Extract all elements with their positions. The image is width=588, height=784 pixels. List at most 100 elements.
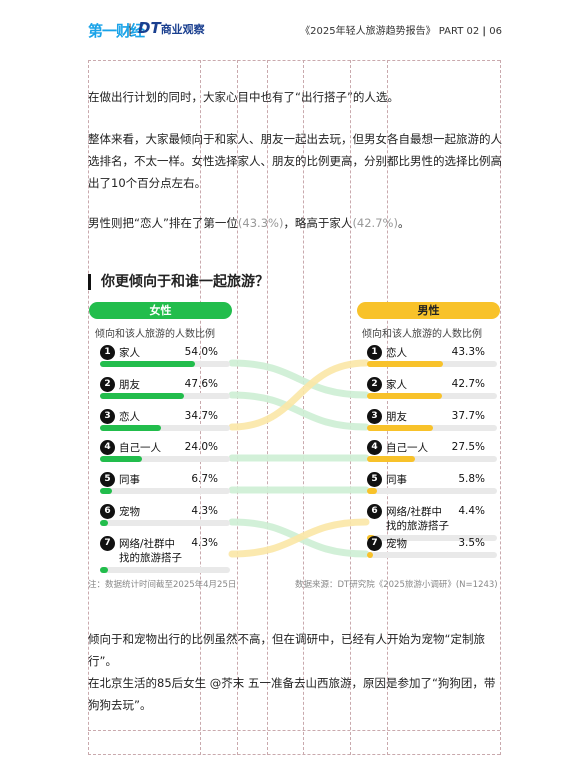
male-family-pct: (42.7%) [352,216,398,230]
m-rank-badge-4: 4 [367,440,382,455]
female-header: 女性 [89,302,232,319]
m-bar-track [367,361,497,367]
f-value-label: 4.3% [191,537,218,549]
male-header: 男性 [357,302,500,319]
guide-line [387,60,388,755]
flow-line-恋人 [228,359,370,431]
m-category-label: 自己一人 [386,442,428,454]
logo-yicai: 第一财经 [88,22,145,40]
page-number: 06 [489,26,502,37]
m-rank-badge-5: 5 [367,472,382,487]
m-bar-track [367,552,497,558]
f-category-label: 宠物 [119,506,140,518]
f-value-label: 6.7% [191,473,218,485]
flow-line-网络社群中找的旅游搭子 [228,518,370,558]
guide-line [88,730,500,731]
male-text-mid: ，略高于家人 [283,216,353,230]
m-rank-badge-2: 2 [367,377,382,392]
m-category-label: 宠物 [386,538,407,550]
m-rank-badge-6: 6 [367,504,382,519]
f-rank-badge-1: 1 [100,345,115,360]
m-value-label: 4.4% [458,505,485,517]
f-bar-track [100,488,230,494]
f-value-label: 54.0% [184,346,218,358]
m-rank-badge-7: 7 [367,536,382,551]
f-rank-badge-7: 7 [100,536,115,551]
f-bar-家人 [100,361,195,367]
f-bar-track [100,361,230,367]
m-bar-同事 [367,488,378,494]
m-rank-badge-3: 3 [367,409,382,424]
flow-line-朋友 [228,391,370,431]
m-category-label: 朋友 [386,411,407,423]
logo-dt: DT商业观察 [138,19,205,37]
f-value-label: 34.7% [184,410,218,422]
f-bar-自己一人 [100,456,143,462]
f-rank-badge-4: 4 [100,440,115,455]
header-separator: | [482,26,487,37]
logo-dt-text: DT [138,19,161,37]
flow-line-家人 [228,359,370,399]
chart-note: 注：数据统计时间截至2025年4月25日 [88,580,237,590]
f-bar-track [100,567,230,573]
m-category-label: 家人 [386,379,407,391]
f-bar-网络社群中找的旅游搭子 [100,567,108,573]
guide-line [88,60,89,755]
m-bar-宠物 [367,552,374,558]
f-category-label: 自己一人 [119,442,161,454]
f-bar-同事 [100,488,112,494]
f-rank-badge-3: 3 [100,409,115,424]
f-bar-朋友 [100,393,184,399]
male-subtitle: 倾向和该人旅游的人数比例 [362,329,482,340]
m-value-label: 27.5% [451,441,485,453]
male-text: 男性则把“恋人”排在了第一位 [88,216,238,230]
header-report-info: 《2025年轻人旅游趋势报告》 PART 02 | 06 [300,22,502,37]
f-category-label: 家人 [119,347,140,359]
m-bar-家人 [367,393,442,399]
guide-line [267,60,268,755]
m-category-label: 同事 [386,474,407,486]
f-category-label: 同事 [119,474,140,486]
f-category-label: 朋友 [119,379,140,391]
m-value-label: 3.5% [458,537,485,549]
f-value-label: 4.3% [191,505,218,517]
f-rank-badge-2: 2 [100,377,115,392]
report-title: 《2025年轻人旅游趋势报告》 [300,26,436,37]
paragraph-pets: 倾向于和宠物出行的比例虽然不高，但在调研中，已经有人开始为宠物“定制旅行”。 [88,632,485,668]
paragraph-overview: 整体来看，大家最倾向于和家人、朋友一起出去玩，但男女各自最想一起旅游的人选排名，… [88,132,502,190]
guide-line [237,60,238,755]
male-text-end: 。 [397,216,410,230]
m-category-label: 网络/社群中 找的旅游搭子 [386,506,449,532]
male-lover-pct: (43.3%) [237,216,284,230]
m-category-label: 恋人 [386,347,407,359]
f-bar-track [100,456,230,462]
m-bar-track [367,393,497,399]
guide-line [200,60,201,755]
f-bar-宠物 [100,520,108,526]
m-value-label: 42.7% [451,378,485,390]
m-bar-恋人 [367,361,443,367]
guide-line [350,60,351,755]
f-value-label: 24.0% [184,441,218,453]
m-rank-badge-1: 1 [367,345,382,360]
logo-separator: | [128,22,133,36]
f-category-label: 网络/社群中 找的旅游搭子 [119,538,182,564]
f-value-label: 47.6% [184,378,218,390]
paragraph-intro: 在做出行计划的同时，大家心目中也有了“出行搭子”的人选。 [88,90,399,104]
m-bar-朋友 [367,425,434,431]
guide-line [303,60,304,755]
f-bar-track [100,393,230,399]
f-rank-badge-5: 5 [100,472,115,487]
chart-source: 数据来源：DT研究院《2025旅游小调研》(N=1243) [295,580,498,590]
chart-title: 你更倾向于和谁一起旅游？ [88,274,269,290]
m-value-label: 5.8% [458,473,485,485]
m-bar-自己一人 [367,456,416,462]
female-subtitle: 倾向和该人旅游的人数比例 [95,329,215,340]
m-bar-track [367,425,497,431]
paragraph-example: 在北京生活的85后女生 @芥末 五一准备去山西旅游，原因是参加了“狗狗团，带狗狗… [88,676,496,712]
m-value-label: 37.7% [451,410,485,422]
m-bar-track [367,456,497,462]
f-bar-恋人 [100,425,161,431]
m-bar-track [367,488,497,494]
